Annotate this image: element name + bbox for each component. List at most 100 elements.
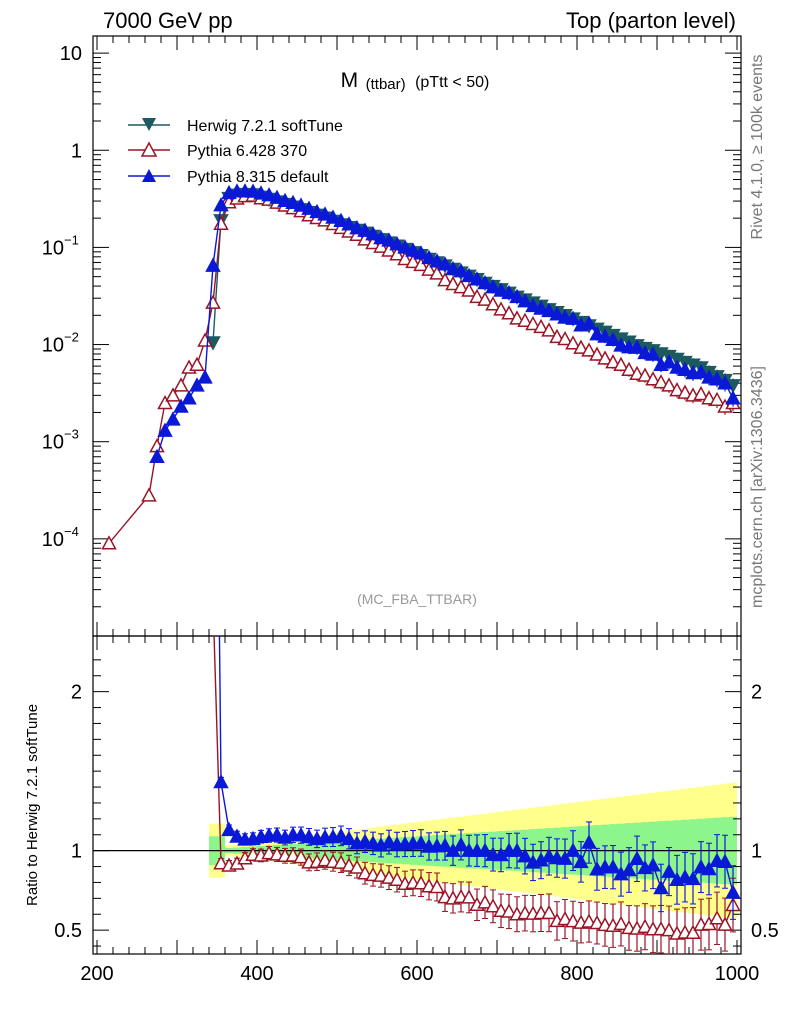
x-tick-label: 200: [80, 963, 113, 985]
point-pythia8: [205, 257, 221, 272]
point-pythia6: [509, 310, 525, 325]
point-pythia8: [437, 256, 453, 271]
ratio-point-pythia8: [517, 848, 533, 863]
point-pythia6: [541, 322, 557, 337]
point-pythia6: [405, 253, 421, 269]
ratio-point-pythia8: [541, 848, 557, 863]
point-pythia6: [613, 356, 629, 371]
point-pythia6: [437, 272, 453, 287]
ratio-point-pythia8: [621, 861, 637, 877]
point-pythia6: [709, 391, 725, 407]
ratio-point-pythia6: [557, 910, 573, 926]
ratio-point-pythia8: [605, 859, 621, 874]
point-pythia8: [381, 232, 397, 247]
ratio-tick-label: 0.5: [54, 920, 82, 942]
point-pythia6: [141, 487, 157, 502]
point-pythia6: [397, 250, 413, 266]
point-pythia6: [157, 394, 173, 410]
point-pythia8: [549, 306, 565, 321]
analysis-label: (MC_FBA_TTBAR): [357, 591, 477, 607]
point-pythia6: [493, 301, 509, 316]
point-pythia6: [485, 296, 501, 311]
ratio-point-pythia8: [365, 835, 381, 850]
y-tick-exponent: −3: [64, 427, 79, 442]
ratio-point-pythia8: [301, 828, 317, 844]
point-pythia8: [365, 226, 381, 241]
point-pythia6: [389, 246, 405, 261]
ratio-point-pythia8: [229, 828, 245, 843]
point-pythia6: [533, 318, 549, 334]
ratio-point-pythia6: [589, 914, 605, 930]
point-pythia8: [325, 209, 341, 224]
ratio-point-pythia6: [477, 894, 493, 909]
legend-item-pythia6: Pythia 6.428 370: [128, 141, 307, 160]
point-pythia8: [725, 390, 741, 405]
point-pythia8: [181, 390, 197, 405]
point-pythia6: [413, 256, 429, 272]
point-pythia6: [101, 535, 117, 550]
ratio-point-pythia6: [637, 918, 653, 933]
point-pythia8: [629, 339, 645, 354]
legend-marker-pythia6: [140, 141, 158, 157]
mcplots-label: mcplots.cern.ch [arXiv:1306.3436]: [749, 366, 766, 608]
point-pythia8: [277, 192, 293, 208]
point-pythia8: [701, 369, 717, 384]
ratio-point-pythia8: [573, 853, 589, 869]
ratio-point-pythia8: [509, 842, 525, 857]
ratio-point-pythia8: [381, 834, 397, 849]
ratio-point-pythia6: [501, 903, 517, 918]
ratio-point-pythia8: [341, 830, 357, 846]
point-pythia6: [597, 350, 613, 365]
point-pythia6: [693, 385, 709, 401]
ratio-point-pythia8: [437, 837, 453, 853]
point-pythia8: [717, 375, 733, 390]
point-pythia8: [477, 274, 493, 290]
plot-title-cut: (pTtt < 50): [415, 74, 489, 91]
ratio-tick-label: 2: [71, 682, 82, 704]
point-pythia8: [165, 411, 181, 426]
point-pythia6: [189, 356, 205, 371]
header-right: Top (parton level): [566, 8, 736, 33]
point-pythia8: [285, 194, 301, 210]
ratio-point-pythia8: [333, 827, 349, 843]
ratio-point-pythia6: [333, 854, 349, 869]
point-pythia6: [581, 342, 597, 357]
point-pythia6: [445, 275, 461, 291]
ratio-point-pythia8: [653, 879, 669, 895]
plot-title-main: M: [341, 69, 359, 92]
ratio-point-pythia6: [613, 915, 629, 931]
point-pythia8: [661, 354, 677, 369]
ratio-series: [213, 636, 741, 954]
ratio-point-pythia6: [541, 904, 557, 920]
y-tick-label: 10: [42, 335, 64, 357]
y-tick-label: 10: [60, 43, 82, 65]
ratio-point-pythia8: [221, 821, 237, 837]
x-tick-label: 1000: [715, 963, 760, 985]
ratio-point-pythia8: [701, 860, 717, 876]
ratio-point-pythia8: [413, 834, 429, 850]
point-pythia6: [469, 288, 485, 304]
legend-marker-pythia8: [142, 169, 156, 182]
point-pythia8: [533, 300, 549, 315]
point-pythia8: [669, 359, 685, 374]
x-tick-label: 600: [400, 963, 433, 985]
ratio-point-pythia6: [293, 849, 309, 864]
point-pythia6: [637, 367, 653, 382]
point-pythia8: [517, 293, 533, 308]
point-pythia8: [349, 220, 365, 235]
point-pythia8: [413, 245, 429, 260]
point-pythia8: [397, 239, 413, 254]
axis-ticks: [93, 36, 741, 954]
x-tick-label: 400: [240, 963, 273, 985]
ratio-tick-label-right: 2: [751, 682, 762, 704]
legend-marker-herwig: [142, 118, 156, 131]
ratio-tick-label-right: 0.5: [751, 920, 779, 942]
point-pythia6: [421, 261, 437, 276]
point-pythia8: [309, 203, 325, 219]
ratio-point-pythia8: [645, 857, 661, 872]
series-line-pythia8: [156, 190, 734, 457]
point-pythia8: [245, 183, 261, 198]
ratio-point-pythia8: [477, 842, 493, 857]
